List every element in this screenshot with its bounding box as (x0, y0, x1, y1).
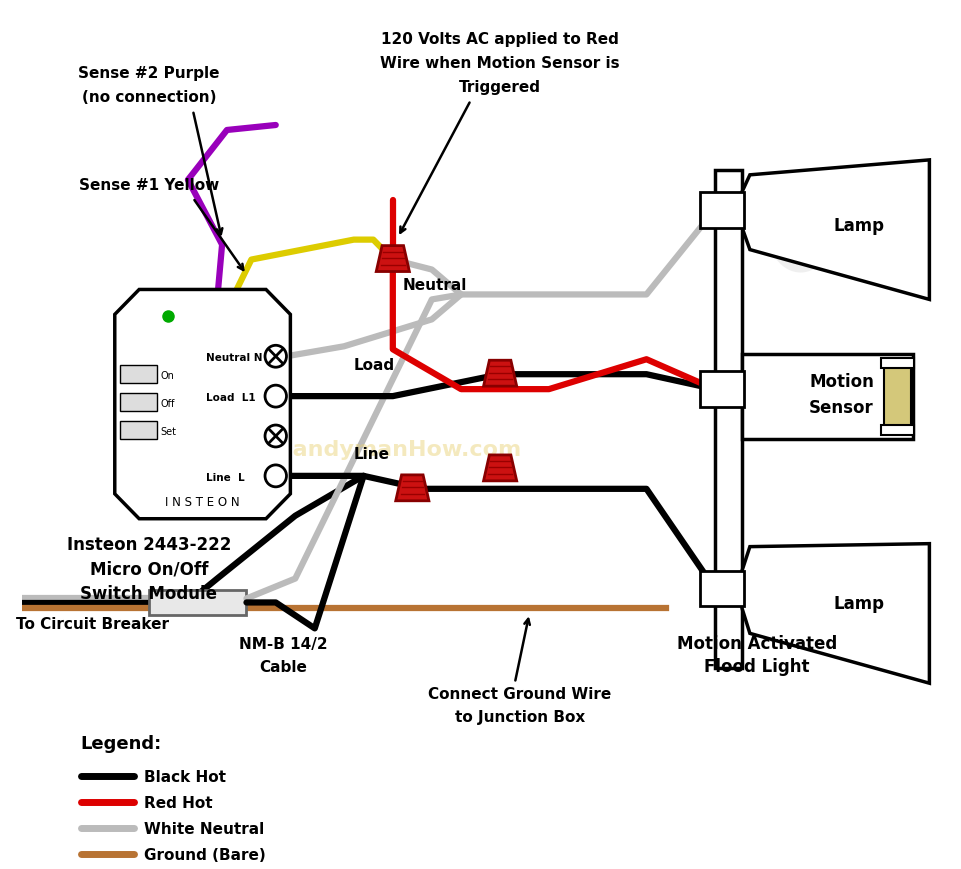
Text: 120 Volts AC applied to Red: 120 Volts AC applied to Red (381, 32, 619, 47)
Bar (149, 591, 246, 616)
Text: Ground (Bare): Ground (Bare) (144, 847, 265, 862)
Text: Wire when Motion Sensor is: Wire when Motion Sensor is (380, 56, 619, 70)
Text: Motion: Motion (808, 373, 874, 391)
Text: Load  L1: Load L1 (206, 393, 255, 402)
Text: Black Hot: Black Hot (144, 770, 226, 785)
Text: Neutral: Neutral (402, 278, 466, 293)
Text: Sense #2 Purple: Sense #2 Purple (78, 65, 219, 81)
Text: Cable: Cable (259, 659, 308, 674)
Bar (882, 363, 910, 432)
Text: Micro On/Off: Micro On/Off (89, 560, 208, 578)
Text: Triggered: Triggered (458, 80, 541, 95)
Ellipse shape (766, 183, 834, 273)
Text: Off: Off (160, 399, 175, 408)
Bar (119, 421, 157, 440)
Text: Motion Activated: Motion Activated (676, 634, 836, 653)
Text: Sense #1 Yellow: Sense #1 Yellow (79, 178, 219, 193)
Text: Set: Set (160, 427, 177, 436)
Text: Switch Module: Switch Module (81, 585, 217, 603)
Polygon shape (483, 455, 516, 481)
Bar (700, 372, 743, 408)
Text: Lamp: Lamp (833, 216, 884, 235)
Text: White Neutral: White Neutral (144, 821, 264, 836)
Text: To Circuit Breaker: To Circuit Breaker (15, 616, 169, 631)
Bar (119, 394, 157, 412)
Text: Red Hot: Red Hot (144, 795, 212, 811)
Text: Connect Ground Wire: Connect Ground Wire (428, 686, 610, 701)
Text: Load: Load (354, 357, 395, 372)
Text: Lamp: Lamp (833, 594, 884, 613)
Text: Neutral N: Neutral N (206, 353, 261, 363)
Polygon shape (483, 361, 516, 387)
Text: I N S T E O N: I N S T E O N (165, 495, 239, 508)
Text: Line: Line (354, 447, 389, 462)
Bar (700, 193, 743, 229)
Polygon shape (395, 475, 429, 501)
Text: Legend:: Legend: (81, 734, 161, 753)
Text: Insteon 2443-222: Insteon 2443-222 (66, 535, 231, 553)
Text: NM-B 14/2: NM-B 14/2 (239, 636, 328, 651)
Bar (879, 426, 913, 435)
Text: Flood Light: Flood Light (703, 658, 808, 675)
Bar (879, 359, 913, 368)
Bar (700, 571, 743, 607)
Polygon shape (741, 161, 928, 300)
Polygon shape (376, 246, 409, 272)
Text: On: On (160, 371, 174, 381)
Text: © HandymanHow.com: © HandymanHow.com (244, 440, 521, 460)
Text: Line  L: Line L (206, 473, 244, 482)
Bar (119, 366, 157, 384)
Polygon shape (741, 544, 928, 683)
Text: (no connection): (no connection) (82, 90, 216, 104)
Text: to Junction Box: to Junction Box (454, 709, 584, 724)
Bar (741, 355, 912, 440)
Text: Sensor: Sensor (808, 399, 873, 416)
Polygon shape (114, 290, 290, 519)
Bar (714, 170, 741, 668)
